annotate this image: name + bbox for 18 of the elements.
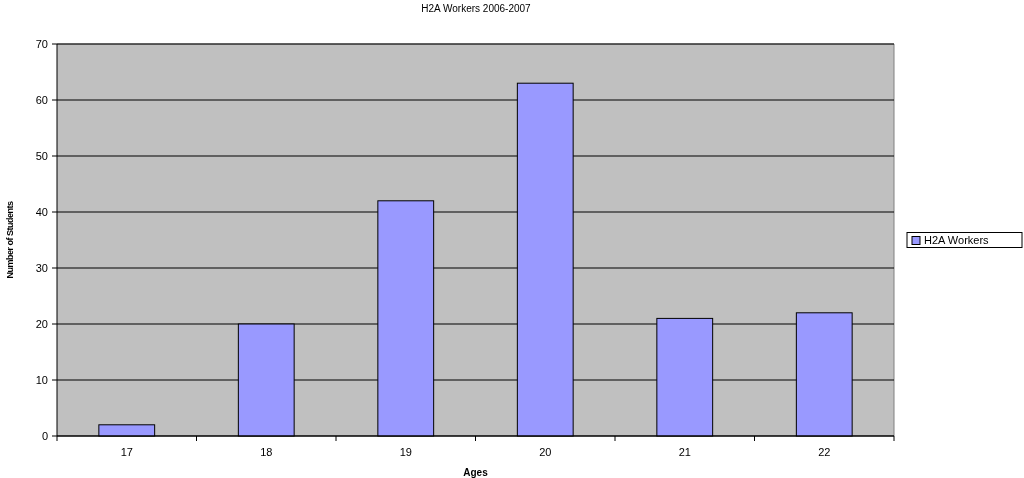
y-tick-label: 50 <box>35 150 48 162</box>
x-tick-label: 19 <box>399 446 412 458</box>
y-tick-label: 40 <box>35 206 48 218</box>
y-tick-label: 20 <box>35 318 48 330</box>
x-tick-label: 22 <box>818 446 831 458</box>
x-tick-label: 20 <box>539 446 552 458</box>
y-tick-label: 10 <box>35 374 48 386</box>
x-tick-label: 18 <box>260 446 273 458</box>
x-axis-title: Ages <box>463 467 489 478</box>
y-tick-label: 70 <box>35 38 48 50</box>
y-tick-label: 60 <box>35 94 48 106</box>
y-axis-title: Number of Students <box>5 201 15 279</box>
y-tick-label: 30 <box>35 262 48 274</box>
x-tick-label: 17 <box>120 446 133 458</box>
chart-title: H2A Workers 2006-2007 <box>421 3 532 14</box>
legend-label: H2A Workers <box>924 234 990 246</box>
x-tick-label: 21 <box>678 446 691 458</box>
y-tick-label: 0 <box>41 430 48 442</box>
